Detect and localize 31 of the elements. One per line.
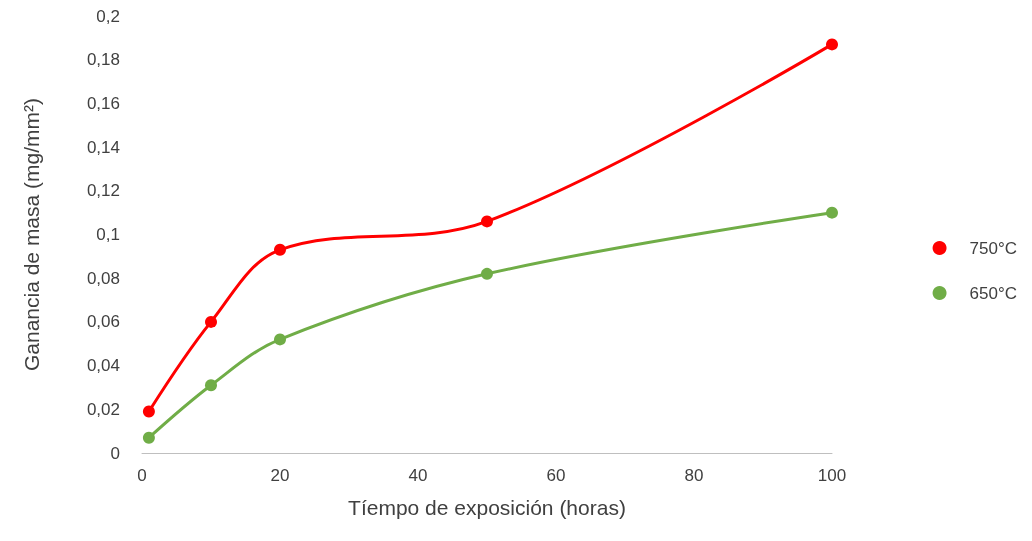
point xyxy=(481,267,493,280)
y-tick-label: 0 xyxy=(110,443,120,463)
x-axis-title: Tíempo de exposición (horas) xyxy=(348,496,626,519)
point xyxy=(142,405,155,418)
x-tick-label: 60 xyxy=(546,466,566,485)
y-tick-label: 0,14 xyxy=(86,137,120,157)
legend-label: 750°C xyxy=(969,238,1018,258)
y-tick-label: 0,2 xyxy=(96,6,120,26)
point xyxy=(205,379,217,392)
y-tick-label: 0,16 xyxy=(86,93,120,113)
point xyxy=(826,206,838,219)
point xyxy=(142,431,155,444)
y-tick-label: 0,06 xyxy=(86,312,120,332)
legend-label: 650°C xyxy=(969,283,1018,303)
point xyxy=(274,243,286,256)
y-tick-label: 0,12 xyxy=(86,181,120,201)
y-tick-label: 0,18 xyxy=(86,50,120,70)
x-tick-label: 0 xyxy=(137,466,147,485)
y-tick-label: 0,08 xyxy=(86,268,120,288)
x-tick-label: 80 xyxy=(684,466,704,485)
point xyxy=(826,38,838,51)
x-tick-label: 100 xyxy=(817,466,847,485)
point xyxy=(274,333,286,346)
point xyxy=(481,215,493,228)
x-tick-label: 40 xyxy=(408,466,428,485)
x-tick-label: 20 xyxy=(270,466,290,485)
y-axis-title: Ganancia de masa (mg/mm²) xyxy=(20,97,43,372)
point xyxy=(205,315,217,328)
y-tick-label: 0,02 xyxy=(86,399,120,419)
y-tick-label: 0,1 xyxy=(96,225,120,244)
y-tick-label: 0,04 xyxy=(86,356,120,376)
